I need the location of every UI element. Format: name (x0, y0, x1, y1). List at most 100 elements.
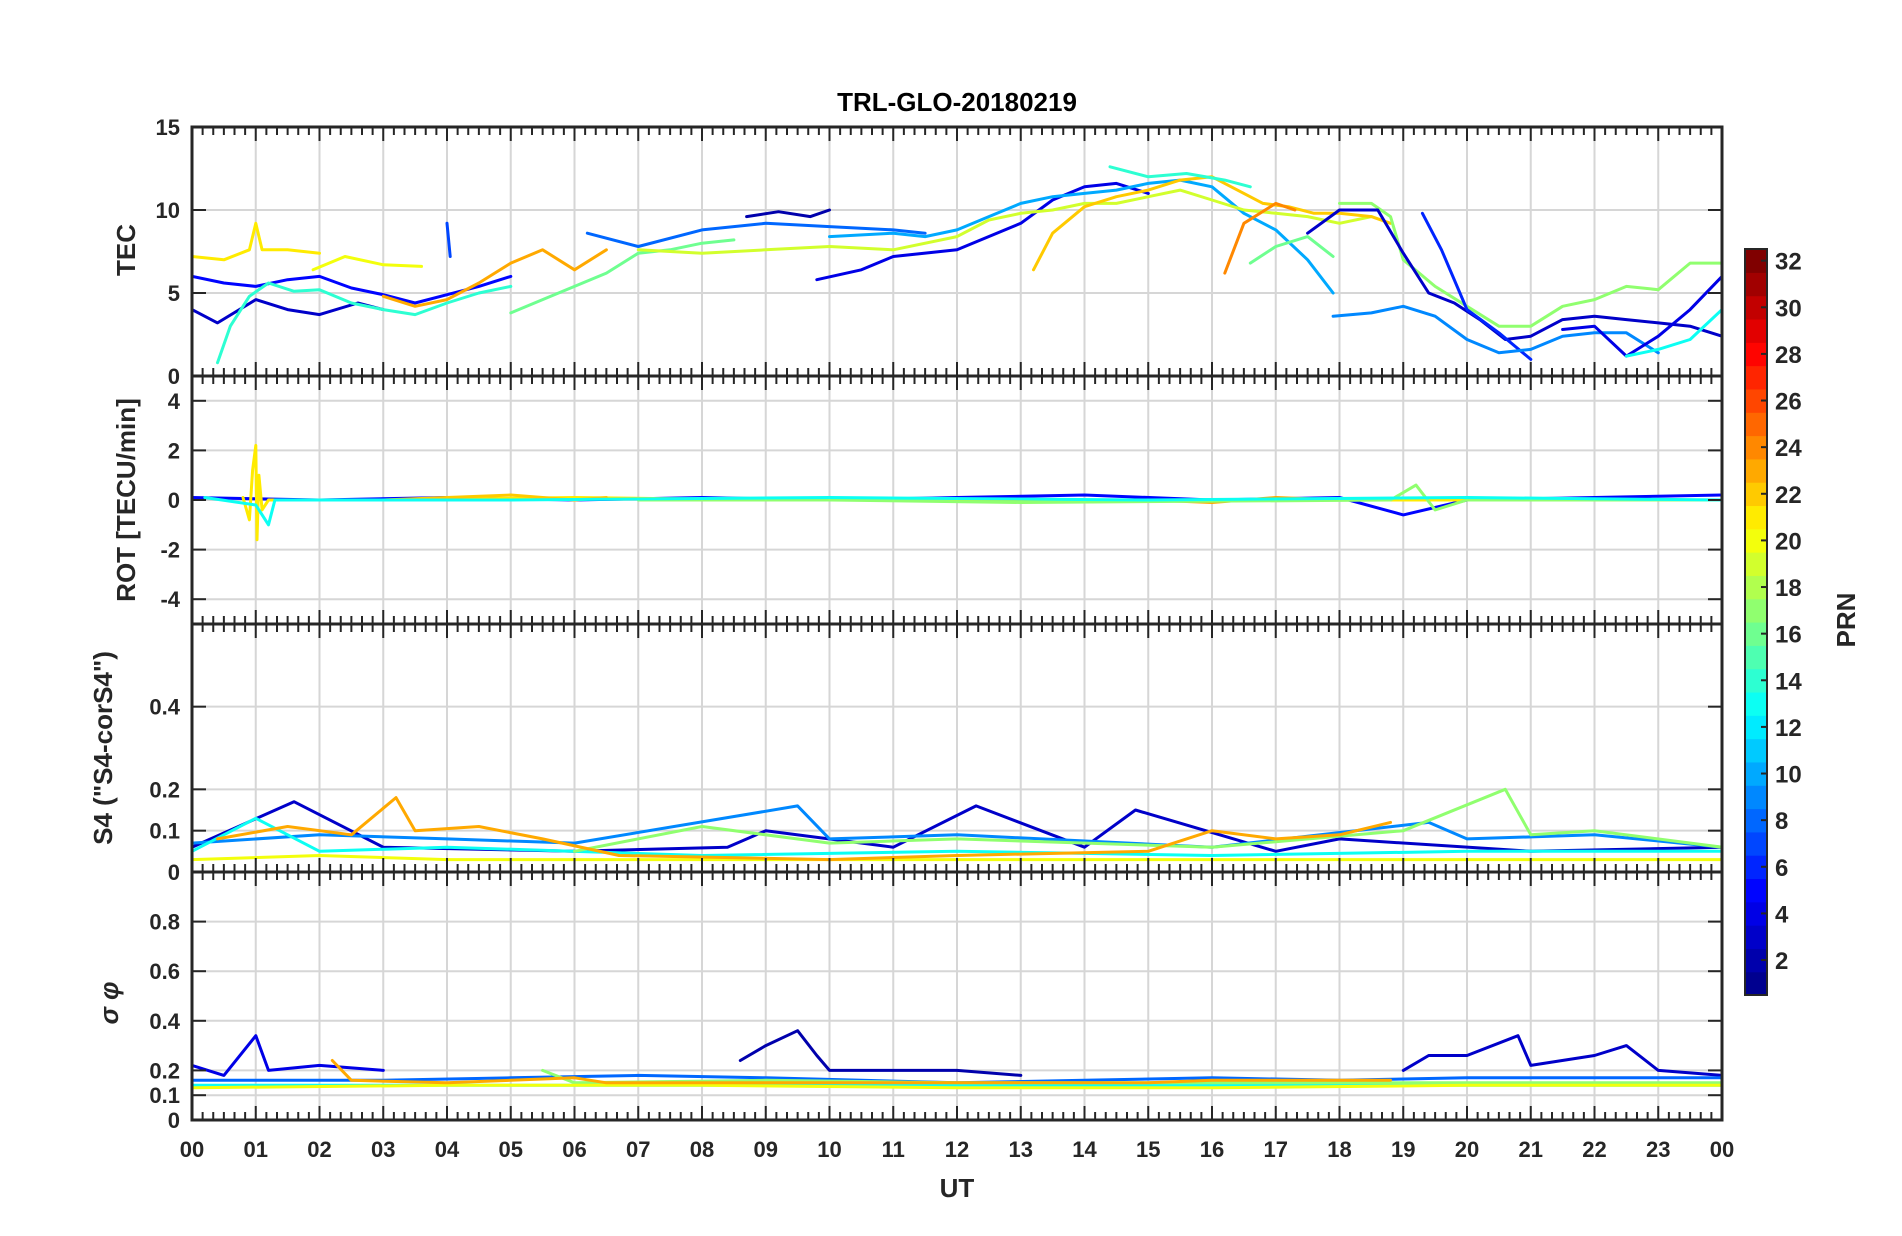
colorbar-tick-label: 2 (1775, 948, 1788, 975)
colorbar-segment (1745, 948, 1767, 973)
colorbar-tick-label: 28 (1775, 342, 1802, 369)
colorbar-segment (1745, 295, 1767, 320)
colorbar-segment (1745, 738, 1767, 763)
x-tick-label: 17 (1264, 1137, 1288, 1162)
chart-title: TRL-GLO-20180219 (837, 87, 1077, 117)
y-tick-label: 15 (156, 115, 180, 140)
prn-21-trace (192, 221, 321, 262)
colorbar-segment (1745, 412, 1767, 437)
prn-8-trace (585, 221, 927, 248)
x-tick-label: 20 (1455, 1137, 1479, 1162)
colorbar-segment (1745, 668, 1767, 693)
prn-2-trace (745, 208, 831, 219)
colorbar-tick-label: 22 (1775, 482, 1802, 509)
prn-17-trace (636, 483, 1722, 512)
x-tick-label: 02 (307, 1137, 331, 1162)
prn-23-trace (216, 796, 1392, 862)
tec-axis-label: TEC (111, 224, 141, 276)
colorbar-segment (1745, 482, 1767, 507)
y-tick-label: 5 (168, 281, 180, 306)
colorbar-tick-label: 30 (1775, 295, 1802, 322)
x-tick-label: 09 (754, 1137, 778, 1162)
rot-axis-label: ROT [TECU/min] (111, 398, 141, 602)
x-tick-label: 21 (1519, 1137, 1543, 1162)
colorbar-tick-label: 16 (1775, 622, 1802, 649)
prn-20-trace (192, 1083, 1722, 1090)
x-tick-label: 08 (690, 1137, 714, 1162)
prn-14-trace (216, 281, 513, 365)
colorbar-segment (1745, 528, 1767, 553)
prn-17-trace (1338, 201, 1722, 328)
x-tick-label: 19 (1391, 1137, 1415, 1162)
colorbar-segment (1745, 458, 1767, 483)
x-tick-label: 01 (244, 1137, 268, 1162)
colorbar-segment (1745, 272, 1767, 297)
x-tick-label: 23 (1646, 1137, 1670, 1162)
prn-7-trace (445, 221, 452, 258)
y-tick-label: 0.8 (149, 910, 180, 935)
prn-13-trace (1624, 308, 1722, 358)
series-group (192, 165, 1722, 365)
prn-3-trace (1401, 1034, 1722, 1077)
prn-6-trace (1420, 211, 1533, 361)
prn-9-trace (1331, 304, 1660, 355)
prn-16-trace (1248, 235, 1335, 265)
colorbar-segment (1745, 645, 1767, 670)
x-tick-label: 12 (945, 1137, 969, 1162)
colorbar-segment (1745, 831, 1767, 856)
colorbar-tick-label: 4 (1775, 901, 1789, 928)
x-tick-label: 06 (562, 1137, 586, 1162)
x-tick-label: 14 (1072, 1137, 1097, 1162)
s4-axis-label: S4 ("S4-corS4") (88, 651, 118, 845)
colorbar-segment (1745, 365, 1767, 390)
prn-9-trace (192, 804, 1722, 849)
x-axis-label: UT (940, 1173, 975, 1203)
y-tick-label: 10 (156, 198, 180, 223)
x-tick-label: 00 (180, 1137, 204, 1162)
prn-2-trace (738, 1029, 1023, 1077)
colorbar-segment (1745, 505, 1767, 530)
x-axis-tick-labels: 00 01 02 03 04 05 06 07 08 09 10 11 12 13 14 15 16 17 18 19… (180, 1137, 1734, 1162)
x-tick-label: 11 (882, 1137, 905, 1162)
colorbar-segment (1745, 388, 1767, 413)
colorbar-segment (1745, 971, 1767, 996)
prn-20-trace (311, 255, 423, 272)
colorbar-segment (1745, 318, 1767, 343)
colorbar-segment (1745, 761, 1767, 786)
prn-13-trace (203, 496, 1722, 527)
colorbar-tick-label: 6 (1775, 855, 1788, 882)
rot-panel: -4 -2 0 2 4 (160, 374, 1724, 626)
colorbar-tick-label: 10 (1775, 762, 1802, 789)
colorbar-segment (1745, 552, 1767, 576)
y-tick-label: 0 (168, 1108, 180, 1133)
prn-23-trace (330, 1059, 1392, 1085)
y-tick-label: 0.4 (149, 695, 180, 720)
prn-4-trace (1561, 274, 1722, 358)
y-tick-label: 0.1 (149, 1083, 180, 1108)
y-tick-label: 0.2 (149, 777, 180, 802)
colorbar-tick-label: 32 (1775, 249, 1802, 276)
colorbar-segment (1745, 878, 1767, 903)
colorbar-segment (1745, 808, 1767, 833)
colorbar-segment (1745, 598, 1767, 623)
y-tick-label: 0 (168, 364, 180, 389)
series-group (192, 443, 1722, 542)
y-tick-label: -2 (160, 538, 180, 563)
colorbar-tick-label: 12 (1775, 715, 1802, 742)
colorbar-tick-label: 26 (1775, 389, 1802, 416)
prn-4-trace (815, 181, 1150, 282)
axes-frame (190, 870, 1724, 1122)
x-tick-label: 00 (1710, 1137, 1734, 1162)
colorbar-tick-label: 20 (1775, 528, 1802, 555)
colorbar-segment (1745, 785, 1767, 810)
colorbar-tick-label: 14 (1775, 668, 1802, 695)
y-tick-label: 0 (168, 860, 180, 885)
colorbar-segment (1745, 925, 1767, 949)
x-tick-label: 04 (435, 1137, 460, 1162)
colorbar-segment (1745, 715, 1767, 740)
colorbar-tick-label: 8 (1775, 808, 1788, 835)
y-tick-label: -4 (160, 587, 180, 612)
colorbar-segment (1745, 855, 1767, 880)
x-tick-label: 15 (1136, 1137, 1160, 1162)
x-tick-label: 13 (1009, 1137, 1033, 1162)
